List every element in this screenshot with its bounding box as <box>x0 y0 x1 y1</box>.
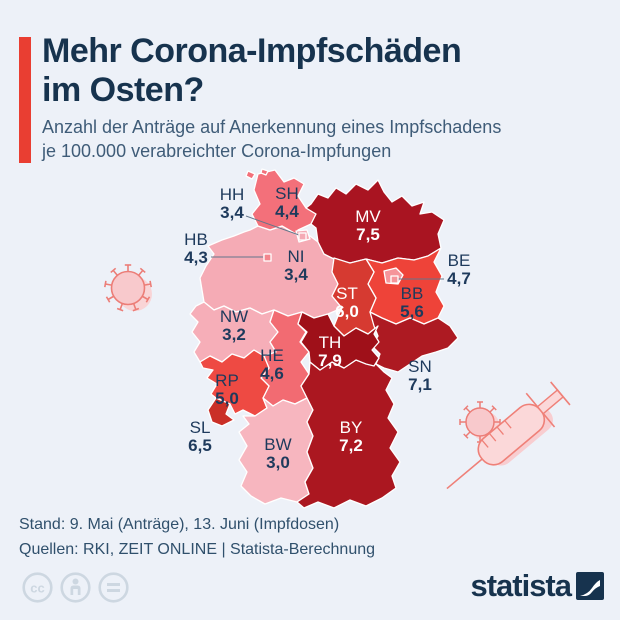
state-code-SN: SN <box>408 357 432 376</box>
map-label-SL: SL 6,5 <box>188 418 212 455</box>
map-label-BY: BY 7,2 <box>339 418 363 455</box>
svg-text:cc: cc <box>30 581 44 596</box>
state-value-HB: 4,3 <box>184 248 208 267</box>
title-line-1: Mehr Corona-Impfschäden <box>42 32 462 70</box>
state-value-ST: 6,0 <box>335 302 359 321</box>
footer-quellen: Quellen: RKI, ZEIT ONLINE | Statista-Ber… <box>19 541 376 558</box>
license-row: cc <box>22 572 129 603</box>
city-marker-HH <box>298 232 307 241</box>
map-label-TH: TH 7,9 <box>318 333 342 370</box>
state-value-NW: 3,2 <box>222 325 246 344</box>
page-title: Mehr Corona-Impfschäden im Osten? <box>42 32 462 110</box>
state-MV <box>305 179 445 264</box>
state-code-HE: HE <box>260 346 284 365</box>
cc-icon[interactable]: cc <box>22 572 53 603</box>
state-code-SH: SH <box>275 184 299 203</box>
state-code-HH: HH <box>219 185 245 204</box>
state-code-BB: BB <box>400 284 424 303</box>
state-SH-island <box>245 170 256 180</box>
state-value-TH: 7,9 <box>318 351 342 370</box>
state-value-SN: 7,1 <box>408 375 432 394</box>
state-value-BW: 3,0 <box>266 453 290 472</box>
syringe-icon <box>446 381 571 490</box>
statista-logo[interactable]: statista <box>470 568 604 604</box>
state-value-RP: 5,0 <box>215 389 239 408</box>
subtitle-line-1: Anzahl der Anträge auf Anerkennung eines… <box>42 117 502 137</box>
map-label-BE: BE 4,7 <box>447 251 471 288</box>
city-marker-BE <box>390 275 399 284</box>
state-value-BB: 5,6 <box>400 302 424 321</box>
state-value-NI: 3,4 <box>284 265 308 284</box>
state-value-HE: 4,6 <box>260 364 284 383</box>
state-value-BY: 7,2 <box>339 436 363 455</box>
state-code-SL: SL <box>189 418 211 437</box>
connector-HH <box>245 215 300 236</box>
map-label-HH: HH 3,4 <box>219 185 245 222</box>
state-code-NI: NI <box>287 247 305 266</box>
state-code-HB: HB <box>184 230 208 249</box>
statista-logo-icon <box>576 572 604 600</box>
state-value-SH: 4,4 <box>275 202 299 221</box>
state-value-BE: 4,7 <box>447 269 471 288</box>
germany-map <box>189 168 459 509</box>
state-SL <box>207 397 235 427</box>
attribution-icon[interactable] <box>60 572 91 603</box>
map-label-BW: BW 3,0 <box>264 435 292 472</box>
page-subtitle: Anzahl der Anträge auf Anerkennung eines… <box>42 115 501 163</box>
map-label-MV: MV 7,5 <box>355 207 381 244</box>
map-label-HE: HE 4,6 <box>260 346 284 383</box>
state-code-BW: BW <box>264 435 292 454</box>
footer-stand: Stand: 9. Mai (Anträge), 13. Juni (Impfd… <box>19 516 340 533</box>
title-accent-bar <box>19 37 31 163</box>
subtitle-line-2: je 100.000 verabreichter Corona-Impfunge… <box>42 141 392 161</box>
state-SH-island-2 <box>260 168 269 176</box>
map-label-ST: ST 6,0 <box>335 284 359 321</box>
map-label-RP: RP 5,0 <box>215 371 239 408</box>
map-label-BB: BB 5,6 <box>400 284 424 321</box>
map-label-HB: HB 4,3 <box>184 230 208 267</box>
state-value-HH: 3,4 <box>220 203 244 222</box>
map-label-SH: SH 4,4 <box>275 184 299 221</box>
state-code-RP: RP <box>215 371 239 390</box>
map-label-NW: NW 3,2 <box>219 307 249 344</box>
virus-icon-left <box>104 264 152 312</box>
state-code-ST: ST <box>336 284 358 303</box>
no-derivatives-icon[interactable] <box>98 572 129 603</box>
state-code-TH: TH <box>318 333 342 352</box>
state-code-NW: NW <box>219 307 249 326</box>
state-TH <box>297 311 380 371</box>
title-line-2: im Osten? <box>42 71 204 109</box>
footer-notes: Stand: 9. Mai (Anträge), 13. Juni (Impfd… <box>19 512 375 562</box>
state-code-MV: MV <box>355 207 381 226</box>
state-value-MV: 7,5 <box>356 225 380 244</box>
city-marker-HB <box>263 253 272 262</box>
state-code-BY: BY <box>339 418 363 437</box>
map-label-NI: NI 3,4 <box>284 247 308 284</box>
statista-logo-text: statista <box>470 568 572 603</box>
state-value-SL: 6,5 <box>188 436 212 455</box>
state-code-BE: BE <box>447 251 471 270</box>
map-label-SN: SN 7,1 <box>408 357 432 394</box>
